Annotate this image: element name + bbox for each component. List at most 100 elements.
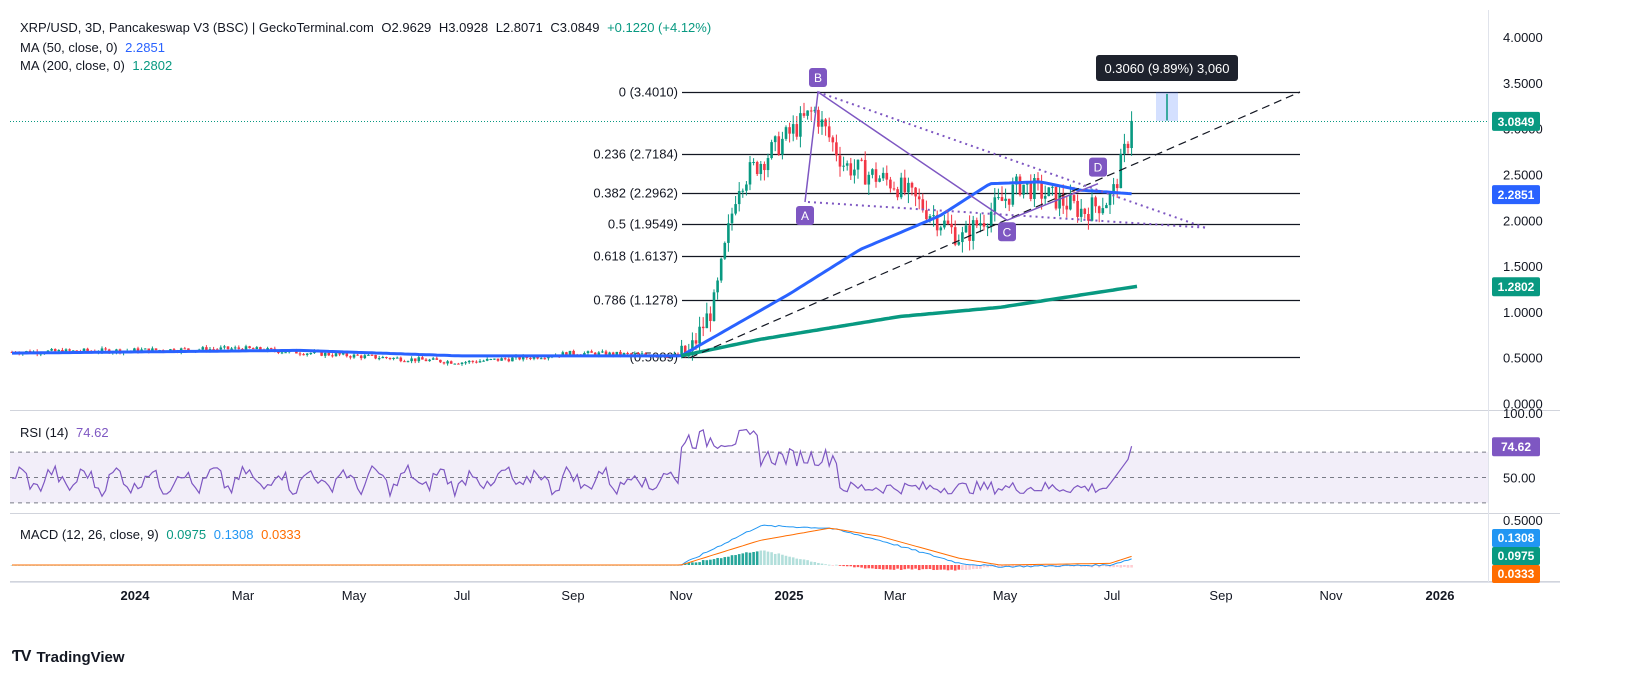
ma200-badge-bg <box>1492 277 1540 297</box>
triangle-lower-line <box>807 200 1206 229</box>
candle-body <box>741 190 745 192</box>
candle-body <box>467 360 471 363</box>
macd-histogram-bar <box>917 565 921 571</box>
pattern-badge <box>998 222 1016 242</box>
macd-histogram-bar <box>979 565 982 569</box>
ma50-line <box>12 180 1132 358</box>
candle-body <box>475 361 478 363</box>
macd-signal-line <box>12 527 1132 566</box>
pattern-badge <box>809 68 827 88</box>
ma200-label: MA (200, close, 0) <box>20 58 125 73</box>
macd-histogram-bar <box>925 565 928 570</box>
candle-body <box>439 359 442 363</box>
candle-body <box>831 137 835 143</box>
macd-histogram-bar <box>719 558 723 565</box>
candle-body <box>53 349 57 352</box>
candle-body <box>511 357 514 362</box>
candle-body <box>489 359 493 361</box>
candle-body <box>986 226 989 228</box>
candle-body <box>979 223 982 226</box>
tradingview-logo[interactable]: ƬV TradingView <box>12 648 125 666</box>
candle-body <box>1130 120 1133 149</box>
candle-body <box>536 356 539 359</box>
candle-body <box>75 350 79 352</box>
candle-body <box>410 358 413 362</box>
current-price-badge-label: 3.0849 <box>1498 115 1535 129</box>
macd-histogram-bar <box>1007 565 1011 567</box>
ma200-legend[interactable]: MA (200, close, 0) 1.2802 <box>20 58 176 73</box>
candle-body <box>806 110 809 116</box>
candle-body <box>521 355 525 360</box>
candle-body <box>989 211 993 227</box>
price-tick-label: 2.0000 <box>1503 213 1543 228</box>
candle-body <box>539 358 543 360</box>
macd-histogram-bar <box>1126 565 1130 568</box>
ma200-value: 1.2802 <box>132 58 173 73</box>
candle-body <box>1036 178 1040 182</box>
macd-histogram-bar <box>755 551 759 565</box>
candle-body <box>309 353 313 355</box>
candle-body <box>874 169 878 182</box>
candle-body <box>500 358 503 361</box>
candle-body <box>1015 176 1018 185</box>
candle-body <box>568 350 572 357</box>
rsi-pane: 100.00 50.00 74.62 <box>10 406 1543 504</box>
candle-body <box>68 349 71 351</box>
macd-histogram-bar <box>896 565 899 569</box>
ma200-line <box>680 284 1138 358</box>
pattern-badge-label: D <box>1094 161 1103 175</box>
macd-histogram-bar <box>766 551 770 565</box>
candle-body <box>1072 195 1076 201</box>
macd-histogram-bar <box>856 565 860 568</box>
candle-body <box>784 127 788 139</box>
candle-body <box>1047 187 1051 197</box>
candle-body <box>1000 197 1004 201</box>
fib-level-label: 0.5 (1.9549) <box>608 217 678 232</box>
candle-body <box>835 142 838 156</box>
candle-body <box>431 358 435 360</box>
candle-body <box>259 347 262 351</box>
macd-histogram-bar <box>806 560 809 565</box>
candle-body <box>928 216 932 220</box>
candle-body <box>1097 206 1101 214</box>
symbol-legend: XRP/USD, 3D, Pancakeswap V3 (BSC) | Geck… <box>20 20 715 35</box>
candle-body <box>1087 213 1090 221</box>
macd-histogram-bar <box>1011 565 1015 568</box>
candle-body <box>187 348 190 351</box>
macd-histogram-bar <box>910 565 914 570</box>
macd-histogram-bar <box>914 565 917 569</box>
macd-histogram-bar <box>1105 565 1108 567</box>
candle-body <box>565 352 568 357</box>
candle-body <box>230 348 233 350</box>
ma50-badge-label: 2.2851 <box>1498 188 1535 202</box>
ma50-badge-bg <box>1492 185 1540 205</box>
candle-body <box>788 127 791 134</box>
macd-histogram-bar <box>892 565 896 570</box>
candle-body <box>464 362 467 364</box>
ma50-legend[interactable]: MA (50, close, 0) 2.2851 <box>20 40 169 55</box>
candle-body <box>716 280 719 293</box>
candle-body <box>863 160 867 185</box>
candle-body <box>1022 184 1025 195</box>
macd-histogram-bar <box>878 565 881 570</box>
candle-body <box>860 159 863 161</box>
ohlc-low: L2.8071 <box>495 20 543 35</box>
macd-histogram-bar <box>885 565 889 570</box>
macd-histogram-bar <box>813 561 817 565</box>
candle-body <box>971 220 975 241</box>
candle-body <box>104 348 107 350</box>
candle-body <box>219 347 223 350</box>
rsi-legend[interactable]: RSI (14) 74.62 <box>20 425 109 440</box>
candle-body <box>633 353 637 355</box>
candle-body <box>925 210 928 220</box>
candle-body <box>946 220 950 224</box>
macd-histogram-bar <box>737 554 741 565</box>
candle-body <box>136 348 140 353</box>
macd-histogram-bar <box>773 553 777 565</box>
candle-body <box>367 354 370 356</box>
candle-body <box>251 348 255 350</box>
macd-histogram-bar <box>694 562 698 565</box>
candle-body <box>849 163 853 176</box>
macd-legend[interactable]: MACD (12, 26, close, 9) 0.0975 0.1308 0.… <box>20 527 301 542</box>
